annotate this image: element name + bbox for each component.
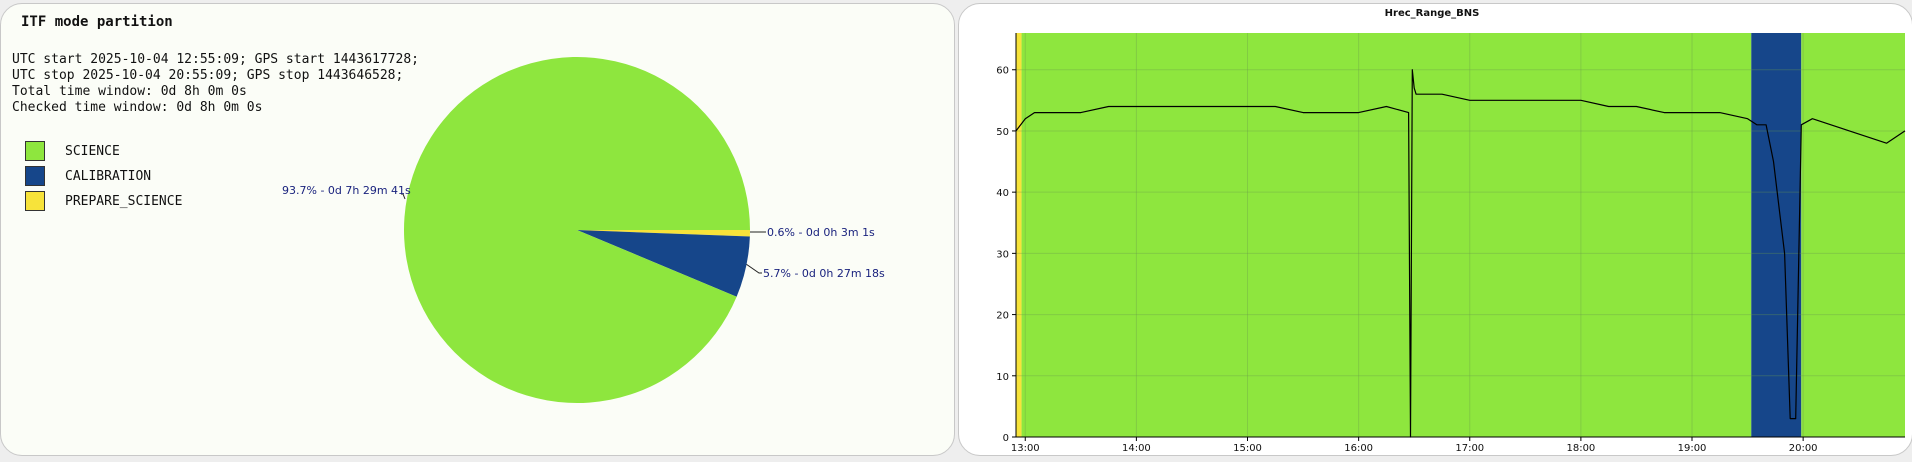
chart-title: Hrec_Range_BNS <box>1385 8 1480 19</box>
legend-label-science: SCIENCE <box>65 143 120 159</box>
legend-item-science: SCIENCE <box>25 140 120 162</box>
total-window-line: Total time window: 0d 8h 0m 0s <box>12 84 247 99</box>
band-calibration-2 <box>1751 33 1802 437</box>
band-prepare-science-0 <box>1016 33 1022 437</box>
slice-label-science: 93.7% - 0d 7h 29m 41s <box>282 184 411 197</box>
x-tick-label: 19:00 <box>1678 443 1707 454</box>
legend-item-prepare-science: PREPARE_SCIENCE <box>25 190 182 212</box>
leader-line-science <box>401 193 406 200</box>
x-tick-label: 16:00 <box>1344 443 1373 454</box>
y-tick-label: 40 <box>996 188 1009 199</box>
y-tick-label: 60 <box>996 66 1009 77</box>
legend-item-calibration: CALIBRATION <box>25 165 151 187</box>
mode-partition-panel: ITF mode partition UTC start 2025-10-04 … <box>0 3 955 456</box>
leader-line-calibration <box>746 263 762 274</box>
legend-swatch-calibration <box>25 166 45 186</box>
checked-window-line: Checked time window: 0d 8h 0m 0s <box>12 100 263 115</box>
series-line-0 <box>1015 69 1906 438</box>
pie-slice-prepare-science <box>577 230 750 237</box>
range-line-chart: Hrec_Range_BNS 0 10 20 30 40 50 60 13:00 14:00 15… <box>996 8 1906 454</box>
y-tick-label: 0 <box>1003 433 1009 444</box>
y-tick-label: 20 <box>996 311 1009 322</box>
x-tick-label: 13:00 <box>1011 443 1040 454</box>
x-tick-label: 14:00 <box>1122 443 1151 454</box>
slice-label-prepare-science: 0.6% - 0d 0h 3m 1s <box>767 226 875 239</box>
hrec-range-panel: Hrec_Range_BNS 0 10 20 30 40 50 60 13:00 14:00 15… <box>958 3 1912 456</box>
y-tick-label: 50 <box>996 127 1009 138</box>
slice-label-calibration: 5.7% - 0d 0h 27m 18s <box>763 267 885 280</box>
x-tick-label: 20:00 <box>1789 443 1818 454</box>
utc-stop-line: UTC stop 2025-10-04 20:55:09; GPS stop 1… <box>12 68 404 83</box>
legend-swatch-prepare-science <box>25 191 45 211</box>
pie-chart <box>401 56 766 403</box>
y-tick-label: 10 <box>996 372 1009 383</box>
utc-start-line: UTC start 2025-10-04 12:55:09; GPS start… <box>12 52 419 67</box>
x-tick-label: 18:00 <box>1566 443 1595 454</box>
legend-swatch-science <box>25 141 45 161</box>
pie-slice-science <box>404 56 750 403</box>
pie-slice-calibration <box>577 230 750 297</box>
y-tick-label: 30 <box>996 249 1009 260</box>
band-science-3 <box>1801 33 1905 437</box>
panel-title: ITF mode partition <box>21 14 173 30</box>
x-tick-label: 15:00 <box>1233 443 1262 454</box>
legend-label-calibration: CALIBRATION <box>65 168 152 184</box>
band-science-1 <box>1021 33 1752 437</box>
legend-label-prepare-science: PREPARE_SCIENCE <box>65 193 183 209</box>
x-tick-label: 17:00 <box>1455 443 1484 454</box>
